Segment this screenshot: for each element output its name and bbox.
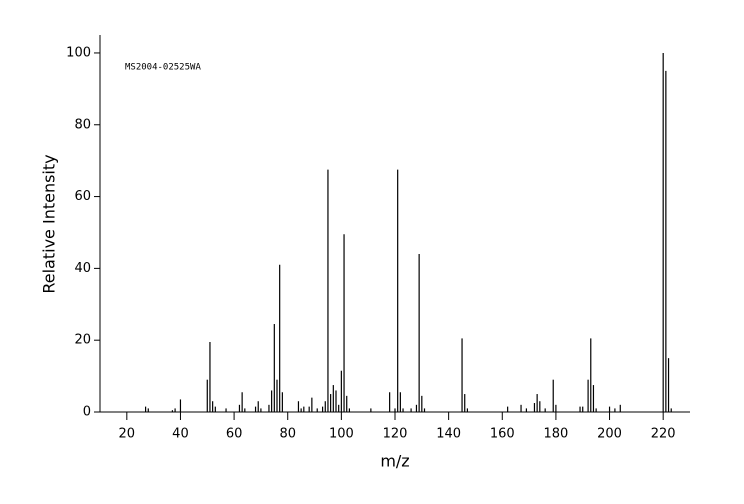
x-tick-label: 60 (226, 427, 243, 442)
y-tick-label: 20 (74, 333, 91, 348)
y-tick-label: 40 (74, 261, 91, 276)
x-tick-label: 200 (597, 427, 622, 442)
x-tick-label: 120 (383, 427, 408, 442)
x-tick-label: 160 (490, 427, 515, 442)
x-axis-title: m/z (380, 452, 409, 471)
y-axis-title: Relative Intensity (40, 154, 59, 293)
x-tick-label: 80 (279, 427, 296, 442)
y-tick-label: 0 (83, 405, 91, 420)
x-tick-label: 180 (543, 427, 568, 442)
x-tick-label: 100 (329, 427, 354, 442)
x-tick-label: 140 (436, 427, 461, 442)
x-tick-label: 20 (119, 427, 136, 442)
x-tick-label: 220 (651, 427, 676, 442)
y-tick-label: 80 (74, 117, 91, 132)
annotation: MS2004-02525WA (125, 63, 201, 73)
y-tick-label: 100 (66, 45, 91, 60)
y-tick-label: 60 (74, 189, 91, 204)
x-tick-label: 40 (172, 427, 189, 442)
